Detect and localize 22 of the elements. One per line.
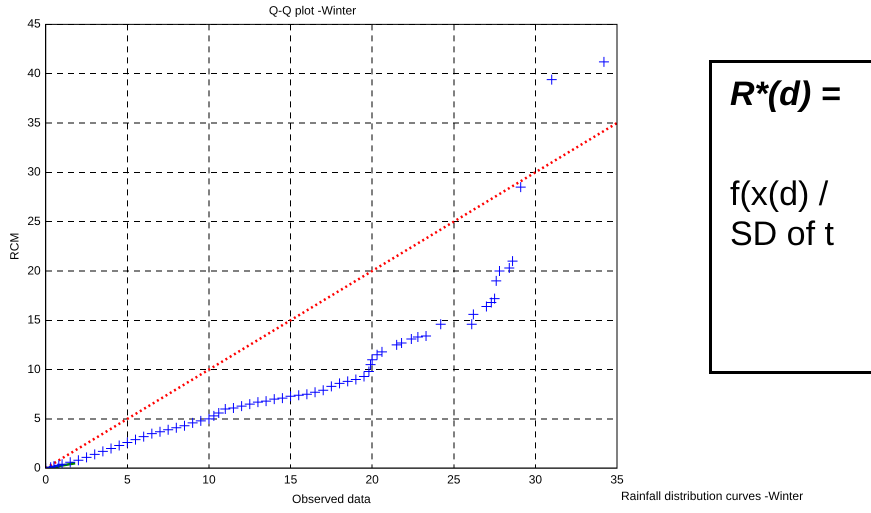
y-tick-label: 40 — [27, 66, 42, 80]
x-axis-title: Observed data — [292, 492, 372, 506]
y-tick-label: 25 — [27, 214, 42, 228]
x-tick-label: 10 — [202, 472, 216, 487]
y-tick-label: 5 — [34, 411, 42, 426]
x-tick-label: 25 — [447, 472, 461, 487]
y-tick-label: 15 — [27, 312, 42, 327]
y-tick-label: 45 — [27, 16, 42, 31]
y-tick-label: 30 — [27, 164, 42, 179]
y-tick-label: 20 — [27, 263, 42, 278]
y-axis-title: RCM — [8, 232, 22, 260]
chart-title: Q-Q plot -Winter — [268, 4, 356, 18]
y-tick-label: 10 — [27, 362, 42, 376]
x-tick-label: 30 — [528, 472, 542, 487]
y-tick-label: 0 — [34, 460, 42, 475]
x-tick-label: 15 — [284, 472, 298, 487]
x-tick-label: 35 — [610, 472, 624, 487]
formula-box: R*(d) = f(x(d) / SD of t — [709, 60, 871, 374]
y-tick-label: 35 — [27, 115, 42, 130]
x-tick-label: 20 — [366, 472, 380, 487]
text: Rainfall distribution curves -Winter — [621, 489, 804, 503]
x-tick-label: 5 — [124, 472, 132, 487]
